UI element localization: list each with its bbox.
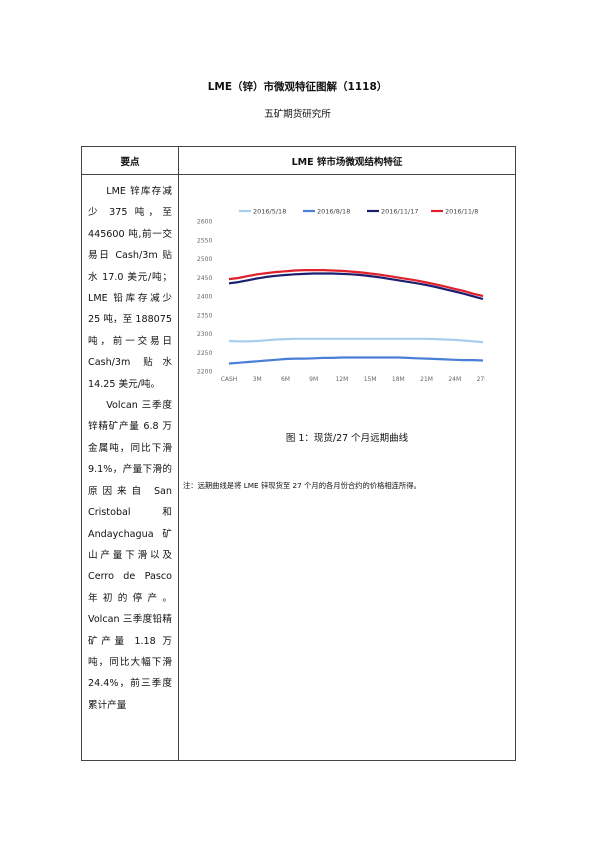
series-line-2 (228, 356, 484, 365)
x-tick-label: 18M (392, 376, 405, 383)
keypoints-paragraph-1: LME 锌库存减少 375 吨，至 445600 吨,前一交易日 Cash/3m… (88, 186, 172, 390)
y-tick-label: 2600 (197, 219, 212, 226)
figure-note: 注：远期曲线是将 LME 锌现货至 27 个月的各月份合约的价格相连所得。 (183, 481, 421, 490)
main-table: 要点 LME 锌市场微观结构特征 LME 锌库存减少 375 吨，至 44560… (81, 146, 516, 761)
chart-legend: 2016/5/18 2016/8/18 2016/11/17 2016/11/8 (239, 208, 478, 216)
series-line-1 (228, 337, 484, 344)
series-line-3 (228, 272, 484, 301)
y-tick-label: 2400 (197, 294, 212, 301)
legend-label: 2016/5/18 (253, 208, 286, 216)
figure-cell: 2016/5/18 2016/8/18 2016/11/17 2016/11/8 26… (178, 174, 516, 761)
keypoints-paragraph-2: Volcan 三季度锌精矿产量 6.8 万金属吨，同比下滑 9.1%，产量下滑的… (88, 400, 172, 711)
x-tick-label: 3M (253, 376, 262, 383)
y-tick-label: 2350 (197, 312, 212, 319)
legend-label: 2016/8/18 (317, 208, 350, 216)
x-tick-label: 21M (420, 376, 433, 383)
keypoints-cell: LME 锌库存减少 375 吨，至 445600 吨,前一交易日 Cash/3m… (81, 174, 179, 761)
document-subtitle: 五矿期货研究所 (264, 109, 331, 120)
y-tick-label: 2450 (197, 275, 212, 282)
y-axis: 2600 2550 2500 2450 2400 2350 2300 2250 2200 (197, 219, 212, 376)
y-tick-label: 2200 (197, 369, 212, 376)
x-tick-label: 9M (309, 376, 318, 383)
y-tick-label: 2550 (197, 237, 212, 244)
forward-curve-chart: 2016/5/18 2016/8/18 2016/11/17 2016/11/8 26… (197, 208, 485, 384)
figure-caption: 图 1：现货/27 个月远期曲线 (285, 433, 409, 444)
legend-label: 2016/11/8 (445, 208, 478, 216)
document-title: LME（锌）市微观特征图解（1118） (207, 81, 388, 93)
y-tick-label: 2500 (197, 256, 212, 263)
x-tick-label: CASH (221, 376, 238, 383)
y-tick-label: 2250 (197, 350, 212, 357)
chart-series (228, 268, 484, 365)
series-line-4 (228, 268, 484, 298)
header-cell-keypoints: 要点 (81, 146, 179, 175)
x-tick-label: 12M (335, 376, 348, 383)
x-tick-label: 24M (448, 376, 461, 383)
legend-label: 2016/11/17 (381, 208, 418, 216)
x-tick-label: 6M (281, 376, 290, 383)
header-cell-microstructure: LME 锌市场微观结构特征 (178, 146, 516, 175)
x-axis: CASH 3M 6M 9M 12M 15M 18M 21M 24M 27M (221, 376, 485, 383)
y-tick-label: 2300 (197, 331, 212, 338)
x-tick-label: 15M (364, 376, 377, 383)
x-tick-label: 27M (477, 376, 485, 383)
